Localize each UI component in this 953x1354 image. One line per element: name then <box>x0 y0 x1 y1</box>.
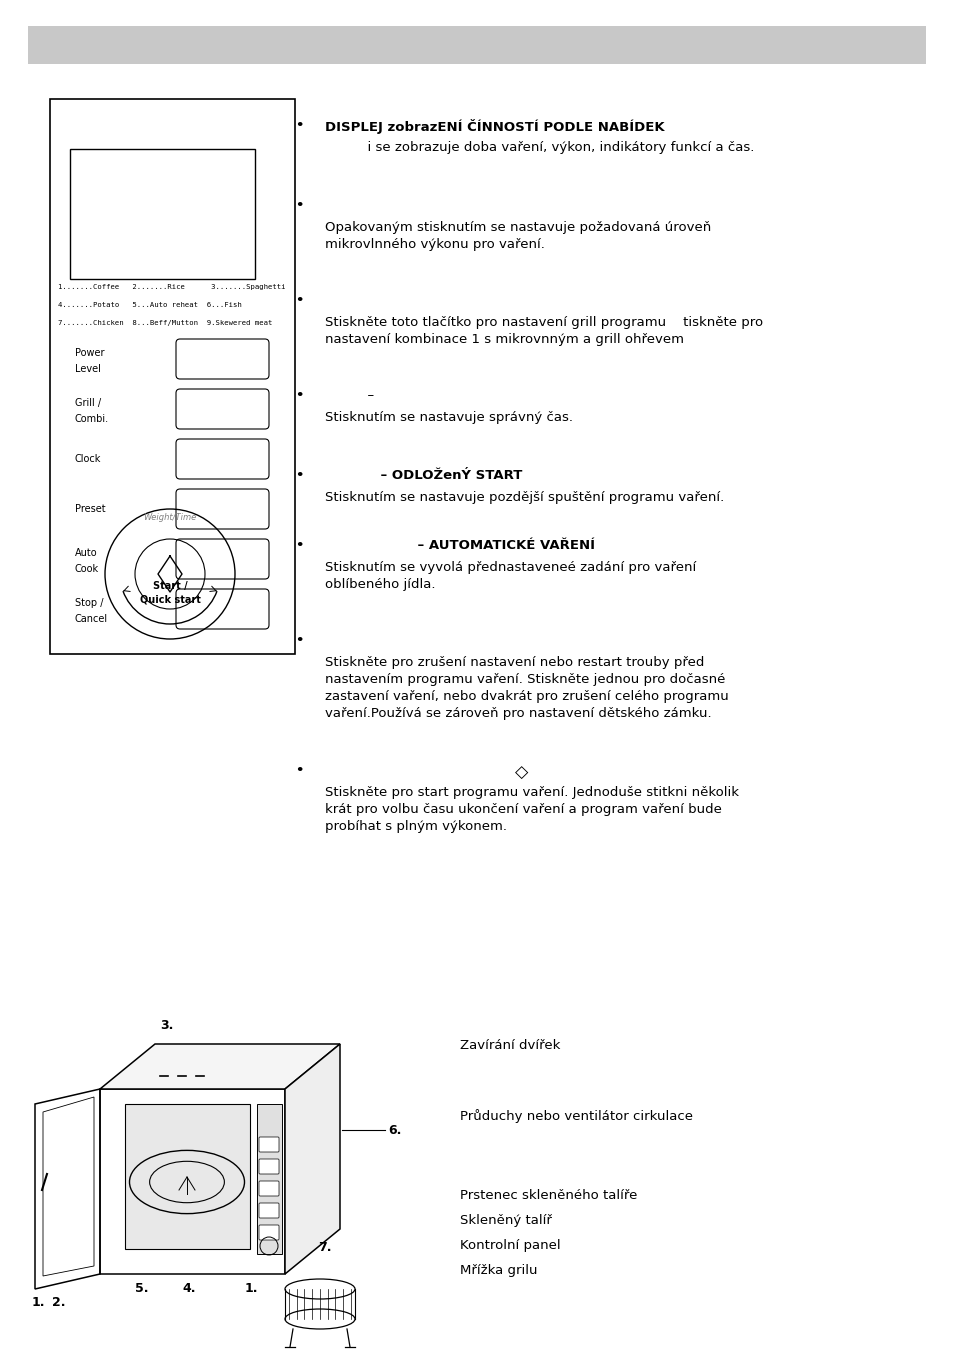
Text: – AUTOMATICKÉ VAŘENÍ: – AUTOMATICKÉ VAŘENÍ <box>325 539 595 552</box>
Polygon shape <box>125 1104 250 1248</box>
FancyBboxPatch shape <box>175 589 269 630</box>
Text: •: • <box>294 199 303 213</box>
Text: 6.: 6. <box>388 1124 401 1136</box>
Text: Combi.: Combi. <box>75 414 109 424</box>
FancyBboxPatch shape <box>175 539 269 580</box>
Text: Průduchy nebo ventilátor cirkulace: Průduchy nebo ventilátor cirkulace <box>459 1109 692 1122</box>
Text: Kontrolní panel: Kontrolní panel <box>459 1239 560 1252</box>
Bar <box>50 99 294 654</box>
Text: Cook: Cook <box>75 565 99 574</box>
Text: Start /: Start / <box>152 581 187 590</box>
Text: Stiskněte toto tlačítko pro nastavení grill programu    tiskněte pro
nastavení k: Stiskněte toto tlačítko pro nastavení gr… <box>325 315 762 347</box>
Text: DISPLEJ zobrazENÍ ČÍNNOSTÍ PODLE NABÍDEK: DISPLEJ zobrazENÍ ČÍNNOSTÍ PODLE NABÍDEK <box>325 119 664 134</box>
Text: Preset: Preset <box>75 504 106 515</box>
Text: 4.......Potato   5...Auto reheat  6...Fish: 4.......Potato 5...Auto reheat 6...Fish <box>58 302 241 307</box>
Text: Quick start: Quick start <box>139 594 200 604</box>
Text: Weight/Time: Weight/Time <box>143 513 196 521</box>
Text: 1.: 1. <box>245 1282 258 1294</box>
Text: Stisknutím se nastavuje správný čas.: Stisknutím se nastavuje správný čas. <box>325 412 573 424</box>
Polygon shape <box>100 1044 339 1089</box>
Text: 3.: 3. <box>160 1020 173 1032</box>
Bar <box>70 149 254 279</box>
Text: 7.......Chicken  8...Beff/Mutton  9.Skewered meat: 7.......Chicken 8...Beff/Mutton 9.Skewer… <box>58 320 273 326</box>
Text: Prstenec skleněného talíře: Prstenec skleněného talíře <box>459 1189 637 1202</box>
Text: Cancel: Cancel <box>75 613 108 624</box>
Text: Level: Level <box>75 364 101 374</box>
Text: 5.: 5. <box>135 1282 149 1294</box>
FancyBboxPatch shape <box>175 389 269 429</box>
Text: 1.: 1. <box>32 1296 46 1309</box>
Text: –: – <box>325 389 374 402</box>
Text: 4.: 4. <box>182 1282 195 1294</box>
Text: 2.: 2. <box>52 1296 66 1309</box>
FancyBboxPatch shape <box>258 1159 278 1174</box>
Text: Stiskněte pro zrušení nastavení nebo restart trouby před
nastavením programu vař: Stiskněte pro zrušení nastavení nebo res… <box>325 655 728 720</box>
Text: Skleněný talíř: Skleněný talíř <box>459 1215 551 1227</box>
FancyBboxPatch shape <box>175 489 269 529</box>
Bar <box>28 26 925 64</box>
Text: •: • <box>294 634 303 647</box>
Text: Mřížka grilu: Mřížka grilu <box>459 1265 537 1277</box>
Text: •: • <box>294 389 303 402</box>
Text: •: • <box>294 468 303 482</box>
Text: 7.: 7. <box>318 1242 332 1254</box>
FancyBboxPatch shape <box>258 1137 278 1152</box>
Text: Opakovaným stisknutím se nastavuje požadovaná úroveň
mikrovlnného výkonu pro vař: Opakovaným stisknutím se nastavuje požad… <box>325 221 711 250</box>
Text: •: • <box>294 294 303 307</box>
Text: •: • <box>294 539 303 552</box>
FancyBboxPatch shape <box>175 338 269 379</box>
Text: – ODLOŽenÝ START: – ODLOŽenÝ START <box>325 468 522 482</box>
Text: Power: Power <box>75 348 105 357</box>
Text: •: • <box>294 764 303 777</box>
Text: •: • <box>294 119 303 131</box>
FancyBboxPatch shape <box>258 1225 278 1240</box>
FancyBboxPatch shape <box>175 439 269 479</box>
Text: Auto: Auto <box>75 548 97 558</box>
Text: Stiskněte pro start programu vaření. Jednoduše stitkni několik
krát pro volbu ča: Stiskněte pro start programu vaření. Jed… <box>325 787 739 833</box>
Text: ◇: ◇ <box>515 764 528 783</box>
Text: i se zobrazuje doba vaření, výkon, indikátory funkcí a čas.: i se zobrazuje doba vaření, výkon, indik… <box>325 141 754 154</box>
Text: 1.......Coffee   2.......Rice      3.......Spaghetti: 1.......Coffee 2.......Rice 3.......Spag… <box>58 284 285 290</box>
Bar <box>256 1104 282 1254</box>
Text: Grill /: Grill / <box>75 398 101 408</box>
Polygon shape <box>285 1044 339 1274</box>
FancyBboxPatch shape <box>258 1181 278 1196</box>
Text: Stisknutím se vyvolá přednastaveneé zadání pro vaření
oblíbeného jídla.: Stisknutím se vyvolá přednastaveneé zadá… <box>325 561 696 590</box>
Text: Stisknutím se nastavuje pozdější spuštění programu vaření.: Stisknutím se nastavuje pozdější spuštěn… <box>325 492 723 504</box>
Text: Stop /: Stop / <box>75 598 103 608</box>
Text: Clock: Clock <box>75 454 101 464</box>
Text: Zavírání dvířek: Zavírání dvířek <box>459 1039 559 1052</box>
FancyBboxPatch shape <box>258 1202 278 1219</box>
